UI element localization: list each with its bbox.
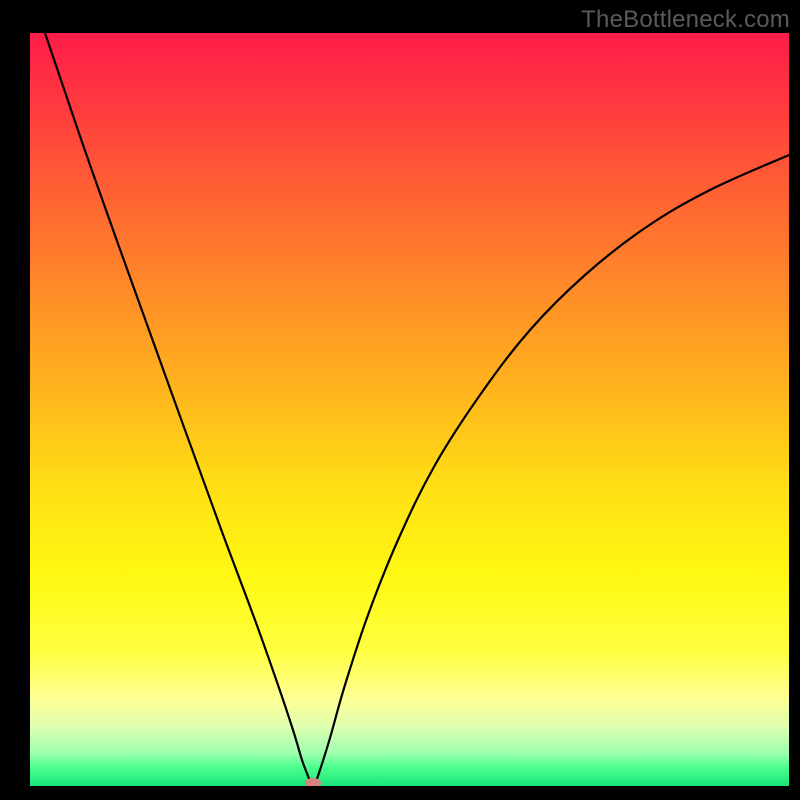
watermark-text: TheBottleneck.com	[581, 6, 790, 34]
chart-svg	[0, 0, 800, 800]
frame-border-bottom	[0, 786, 800, 800]
bottleneck-chart: TheBottleneck.com	[0, 0, 800, 800]
plot-area	[30, 33, 789, 786]
frame-border-right	[789, 0, 800, 800]
frame-border-left	[0, 0, 30, 800]
